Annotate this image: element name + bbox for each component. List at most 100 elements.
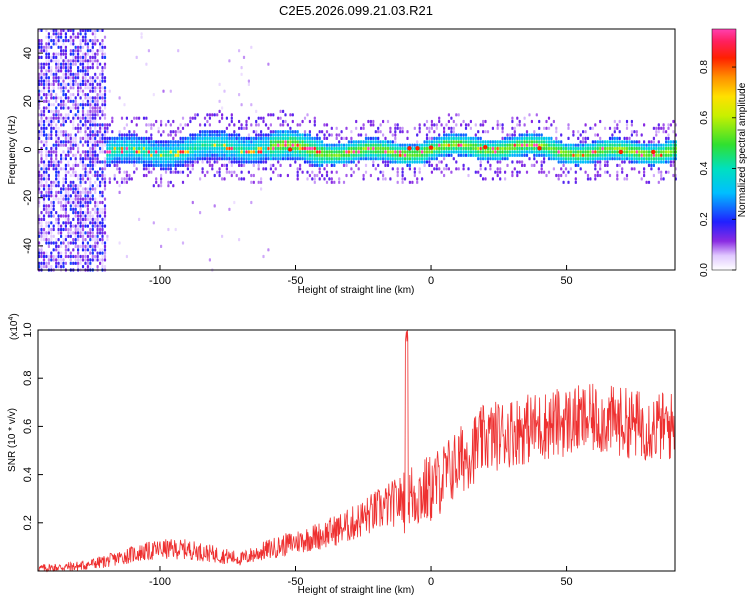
spectrogram-cell (594, 140, 597, 144)
spectrogram-cell (330, 143, 333, 147)
spectrogram-cell (64, 59, 67, 63)
spectrogram-cell (335, 143, 338, 147)
spectrogram-cell (586, 160, 590, 164)
spectrogram-cell (433, 146, 436, 151)
spectrogram-cell (279, 109, 282, 113)
spectrogram-cell (184, 140, 187, 144)
spectrogram-cell (77, 52, 80, 56)
spectrogram-cell (164, 157, 168, 161)
spectrogram-cell (318, 167, 321, 171)
spectrogram-cell (77, 177, 80, 181)
spectrogram-cell (57, 136, 60, 140)
spectrogram-cell (250, 123, 253, 127)
spectrogram-cell (643, 153, 646, 157)
spectrogram-cell (81, 143, 85, 147)
spectrogram-cell (69, 167, 72, 171)
spectrogram-cell (574, 180, 577, 184)
spectrogram-cell (103, 244, 107, 248)
spectrogram-cell (103, 62, 107, 66)
spectrogram-cell (64, 204, 67, 208)
spectrogram-cell (140, 153, 143, 157)
spectrogram-cell (84, 133, 87, 137)
spectrogram-cell (555, 173, 558, 178)
spectrogram-cell (530, 163, 533, 167)
spectrogram-cell (225, 133, 228, 137)
spectrogram-cell (86, 254, 89, 259)
spectrogram-cell (338, 143, 341, 147)
spectrogram-cell (386, 150, 390, 154)
spectrogram-cell (555, 153, 558, 157)
spectrogram-cell (518, 140, 521, 144)
spectrogram-cell (518, 133, 521, 137)
spectrogram-cell (62, 150, 65, 154)
spectrogram-cell (99, 62, 102, 66)
spectrogram-cell (94, 211, 97, 215)
spectrogram-cell (89, 79, 92, 83)
spectrogram-cell (89, 136, 92, 140)
spectrogram-cell (125, 146, 128, 151)
spectrogram-cell (425, 153, 429, 157)
spectrogram-cell (618, 157, 621, 161)
spectrogram-cell (418, 143, 421, 147)
spectrogram-cell (81, 103, 85, 107)
spectrogram-cell (72, 241, 75, 245)
spectrogram-cell (484, 119, 487, 124)
spectrogram-cell (608, 157, 612, 161)
spectrogram-cell (608, 126, 612, 130)
spectrogram-cell (150, 140, 153, 144)
spectrogram-cell (289, 133, 292, 137)
spectrogram-cell (89, 146, 92, 151)
spectrogram-cell (38, 217, 41, 221)
spectrogram-cell (60, 224, 63, 228)
spectrogram-cell (84, 190, 87, 194)
spectrogram-cell (569, 157, 572, 161)
spectrogram-cell (40, 184, 43, 188)
spectrogram-cell (125, 160, 128, 164)
spectrogram-cell (138, 150, 141, 154)
spectrogram-cell (206, 153, 209, 157)
spectrogram-cell (550, 150, 553, 154)
spectrogram-cell (91, 55, 94, 59)
spectrogram-cell (245, 153, 248, 157)
spectrogram-cell (579, 140, 582, 144)
spectrogram-cell (672, 119, 675, 124)
spectrogram-cell (50, 150, 53, 154)
spectrogram-cell (582, 160, 585, 164)
spectrogram-cell (372, 136, 375, 140)
spectrogram-cell (55, 126, 58, 130)
spectrogram-cell (108, 150, 111, 154)
spectrogram-cell (333, 157, 336, 161)
spectrogram-cell (69, 119, 72, 124)
spectrogram-cell (284, 136, 287, 140)
spectrogram-cell (99, 106, 102, 110)
spectrogram-cell (618, 136, 621, 140)
spectrogram-cell (291, 150, 294, 154)
spectrogram-cell (647, 163, 651, 167)
spectrogram-cell (62, 116, 65, 120)
spectrogram-cell (118, 160, 121, 164)
spectrogram-cell (330, 150, 333, 154)
spectrogram-cell (99, 126, 102, 130)
spectrogram-cell (191, 153, 194, 157)
spectrogram-cell (396, 180, 399, 184)
spectrogram-cell (81, 69, 85, 73)
spectrogram-cell (99, 224, 102, 228)
spectrogram-cell (77, 244, 80, 248)
spectrogram-cell (150, 123, 153, 127)
spectrogram-cell (242, 150, 246, 154)
spectrogram-cell (64, 173, 67, 178)
spectrogram-cell (418, 150, 421, 154)
spectrogram-cell (545, 126, 548, 130)
spectrogram-cell (306, 140, 309, 144)
spectrogram-cell (206, 157, 209, 161)
spectrogram-cell (77, 32, 80, 36)
spectrogram-cell (369, 136, 372, 140)
spectrogram-cell (147, 143, 150, 147)
spectrogram-cell (345, 146, 348, 151)
spectrogram-cell (142, 167, 146, 171)
spectrogram-cell (89, 82, 92, 86)
spectrogram-cell (594, 143, 597, 147)
spectrogram-cell (96, 39, 99, 43)
spectrogram-cell (62, 187, 65, 191)
spectrogram-cell (286, 136, 289, 140)
